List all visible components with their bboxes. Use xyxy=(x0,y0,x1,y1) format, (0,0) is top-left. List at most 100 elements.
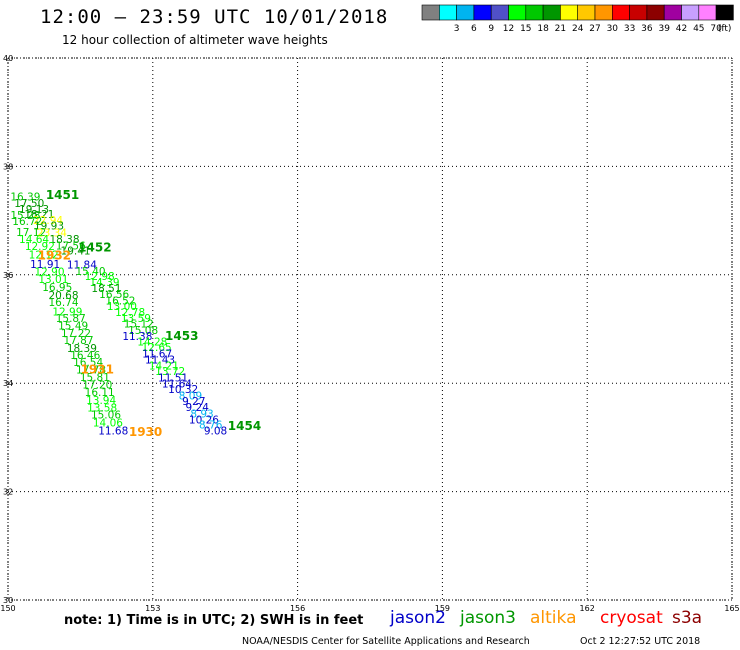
wave-height-label: 11.38 xyxy=(122,331,152,343)
color-scale-tick-label: 3 xyxy=(454,24,460,34)
wave-height-label: 23.34 xyxy=(37,227,67,239)
wave-height-label: 14.28 xyxy=(137,336,167,348)
wave-height-label: 15.28 xyxy=(10,210,40,222)
color-scale-tick-label: 18 xyxy=(537,24,549,34)
wave-height-label: 14.64 xyxy=(19,234,49,246)
wave-height-label: 11.43 xyxy=(145,355,175,367)
color-scale-tick-label: 6 xyxy=(471,24,477,34)
satellite-legend-s3a: s3a xyxy=(672,608,703,628)
y-tick-label: 32 xyxy=(3,488,13,497)
wave-height-label: 20.68 xyxy=(48,290,78,302)
color-swatch xyxy=(715,4,734,21)
footnote: note: 1) Time is in UTC; 2) SWH is in fe… xyxy=(64,613,364,628)
wave-height-label: 9.24 xyxy=(186,402,210,414)
x-tick-label: 153 xyxy=(145,604,160,612)
color-scale-tick-label: 36 xyxy=(641,24,653,34)
wave-height-label: 14.06 xyxy=(93,418,123,430)
wave-height-label: 11.67 xyxy=(142,349,172,361)
wave-height-label: 12.92 xyxy=(25,241,55,253)
color-scale-unit: (ft) xyxy=(718,24,732,34)
wave-height-label: 19.13 xyxy=(19,204,49,216)
y-tick-label: 30 xyxy=(3,596,13,605)
wave-height-label: 13.94 xyxy=(86,395,116,407)
wave-height-label: 13.01 xyxy=(38,274,68,286)
wave-height-label: 11.51 xyxy=(158,373,188,385)
wave-height-label: 15.40 xyxy=(76,266,106,278)
wave-height-label: 10.32 xyxy=(168,384,198,396)
wave-height-label: 12.98 xyxy=(85,271,115,283)
color-scale-legend: 3 6 9 12 15 18 21 24 27 30 33 36 39 42 45 70(ft) xyxy=(421,4,734,34)
wave-height-chart: 150 153 156 159 162 165 30 32 34 36 38 40 16.3917.50… xyxy=(0,54,739,612)
wave-height-label: 15.87 xyxy=(56,313,86,325)
page-title: 12:00 — 23:59 UTC 10/01/2018 xyxy=(40,6,389,28)
color-scale-tick-label: 27 xyxy=(589,24,600,34)
wave-height-label: 18.38 xyxy=(49,234,79,246)
color-scale-tick-label: 21 xyxy=(555,24,566,34)
plot-frame xyxy=(7,57,733,601)
wave-height-label: 16.56 xyxy=(99,289,129,301)
color-scale-tick-label: 15 xyxy=(520,24,531,34)
pass-time-label: 1451 xyxy=(46,188,79,202)
wave-height-label: 18.51 xyxy=(91,283,121,295)
generated-timestamp: Oct 2 12:27:52 UTC 2018 xyxy=(580,636,701,647)
pass-time-label: 1452 xyxy=(78,240,111,254)
wave-height-label: 14.21 xyxy=(149,361,179,373)
wave-height-label: 16.72 xyxy=(12,216,42,228)
wave-height-label: 19.93 xyxy=(34,220,64,232)
wave-height-label: 17.20 xyxy=(82,380,112,392)
wave-height-label: 16.74 xyxy=(48,297,78,309)
y-tick-label: 38 xyxy=(3,162,13,171)
wave-height-label: 17.50 xyxy=(14,198,44,210)
wave-height-label: 15.81 xyxy=(80,372,110,384)
wave-height-label: 17.87 xyxy=(63,335,93,347)
wave-height-label: 13.72 xyxy=(155,366,185,378)
wave-height-label: 8.76 xyxy=(199,420,223,432)
color-scale-tick-label: 12 xyxy=(503,24,514,34)
page-subtitle: 12 hour collection of altimeter wave hei… xyxy=(62,33,328,47)
wave-height-label: 13.59 xyxy=(121,313,151,325)
wave-height-label: 15.49 xyxy=(58,321,88,333)
color-scale-tick-label: 30 xyxy=(607,24,619,34)
x-tick-label: 150 xyxy=(0,604,15,612)
y-tick-label: 36 xyxy=(3,271,13,280)
wave-height-label: 11.68 xyxy=(98,426,128,438)
wave-height-label: 22.94 xyxy=(33,215,63,227)
wave-height-label: 17.22 xyxy=(61,328,91,340)
wave-height-label: 19.41 xyxy=(61,246,91,258)
wave-height-label: 15.12 xyxy=(124,318,154,330)
pass-time-label: 1453 xyxy=(165,329,198,343)
color-scale-tick-label: 24 xyxy=(572,24,584,34)
wave-height-label: 13.00 xyxy=(107,301,137,313)
x-tick-label: 159 xyxy=(435,604,450,612)
wave-height-label: 16.11 xyxy=(85,387,115,399)
wave-height-label: 12.99 xyxy=(52,306,82,318)
y-tick-label: 40 xyxy=(3,54,13,63)
pass-time-label: 1932 xyxy=(38,249,71,263)
x-tick-label: 165 xyxy=(724,604,739,612)
wave-height-label: 16.46 xyxy=(70,350,100,362)
wave-height-label: 12.12 xyxy=(29,250,59,262)
color-scale-tick-label: 45 xyxy=(693,24,704,34)
wave-height-label: 15.08 xyxy=(128,325,158,337)
wave-height-label: 16.95 xyxy=(42,282,72,294)
color-scale-tick-label: 42 xyxy=(676,24,687,34)
wave-height-label: 12.90 xyxy=(34,266,64,278)
color-scale-tick-label: 39 xyxy=(658,24,670,34)
satellite-legend-jason3: jason3 xyxy=(460,608,516,628)
pass-time-label: 1931 xyxy=(81,362,114,376)
wave-height-label: 12.78 xyxy=(115,307,145,319)
wave-height-label: 11.64 xyxy=(162,379,192,391)
wave-height-label: 8.09 xyxy=(179,390,202,402)
color-scale-tick-label: 9 xyxy=(488,24,494,34)
wave-height-label: 16.52 xyxy=(105,296,135,308)
wave-height-label: 16.54 xyxy=(73,357,103,369)
wave-height-label: 15.06 xyxy=(91,409,121,421)
wave-height-label: 13.58 xyxy=(87,402,117,414)
wave-height-label: 17.78 xyxy=(76,364,106,376)
satellite-legend-jason2: jason2 xyxy=(390,608,446,628)
pass-time-label: 1454 xyxy=(228,419,261,433)
x-tick-label: 156 xyxy=(290,604,305,612)
wave-height-label: 11.84 xyxy=(67,259,97,271)
wave-height-label: 12.65 xyxy=(142,342,172,354)
